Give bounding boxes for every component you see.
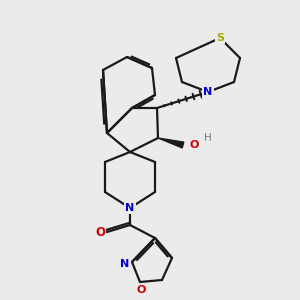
Text: O: O [136, 285, 146, 295]
Text: N: N [120, 259, 130, 269]
Text: O: O [190, 140, 200, 150]
Polygon shape [158, 138, 184, 148]
Text: S: S [216, 33, 224, 43]
Text: N: N [125, 203, 135, 213]
Text: N: N [203, 87, 213, 97]
Text: O: O [95, 226, 105, 238]
Text: H: H [204, 133, 212, 143]
